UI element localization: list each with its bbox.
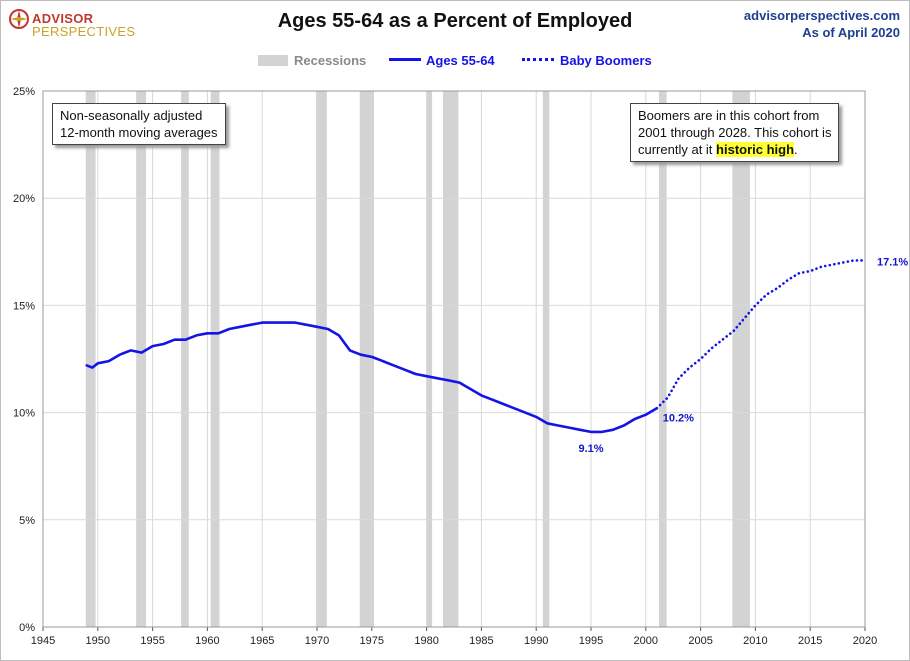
recession-band — [732, 91, 750, 627]
legend-label-boomers: Baby Boomers — [560, 53, 652, 68]
y-tick-label: 25% — [13, 86, 35, 98]
note-boomers-line2: 2001 through 2028. This cohort is — [638, 125, 832, 140]
y-tick-label: 15% — [13, 300, 35, 312]
note-methodology-line1: Non-seasonally adjusted — [60, 108, 203, 123]
data-label: 9.1% — [578, 443, 603, 455]
recession-band — [426, 91, 433, 627]
x-tick-label: 1945 — [31, 635, 55, 647]
x-tick-label: 1950 — [86, 635, 110, 647]
data-label: 17.1% — [877, 256, 908, 268]
recession-band — [658, 91, 667, 627]
legend-label-recessions: Recessions — [294, 53, 367, 68]
legend-item-recessions: Recessions — [258, 53, 366, 68]
legend-swatch-boomers — [522, 58, 554, 61]
logo-word-advisor: ADVISOR — [32, 11, 94, 26]
y-tick-label: 5% — [19, 515, 35, 527]
recession-band — [85, 91, 96, 627]
as-of-date: As of April 2020 — [802, 25, 900, 40]
recession-band — [443, 91, 459, 627]
series-line-baby-boomers — [655, 259, 867, 410]
logo: ADVISOR PERSPECTIVES — [8, 8, 135, 39]
x-tick-label: 1960 — [195, 635, 219, 647]
x-tick-label: 2000 — [634, 635, 658, 647]
logo-word-perspectives: PERSPECTIVES — [32, 24, 136, 39]
chart-title: Ages 55-64 as a Percent of Employed — [277, 10, 633, 32]
note-boomers-line3-post: . — [794, 142, 798, 157]
note-methodology-line2: 12-month moving averages — [60, 125, 218, 140]
compass-icon — [9, 9, 29, 29]
y-tick-label: 10% — [13, 408, 35, 420]
legend-item-boomers: Baby Boomers — [522, 53, 652, 68]
note-methodology: Non-seasonally adjusted 12-month moving … — [52, 103, 226, 145]
x-tick-label: 1995 — [579, 635, 603, 647]
x-tick-label: 1970 — [305, 635, 329, 647]
recession-band — [542, 91, 550, 627]
legend-swatch-recessions — [258, 55, 288, 66]
recession-band — [181, 91, 189, 627]
legend-item-ages: Ages 55-64 — [389, 53, 495, 68]
x-tick-label: 2005 — [688, 635, 712, 647]
recession-band — [359, 91, 374, 627]
note-boomers-line3: currently at it historic high. — [638, 141, 831, 158]
legend-swatch-ages — [389, 58, 421, 61]
x-tick-label: 1965 — [250, 635, 274, 647]
x-tick-label: 2020 — [853, 635, 877, 647]
note-boomers-line3-pre: currently at it — [638, 142, 717, 157]
note-boomers-line1: Boomers are in this cohort from — [638, 108, 820, 123]
note-boomers-highlight: historic high — [716, 142, 795, 157]
x-tick-label: 1990 — [524, 635, 548, 647]
x-tick-label: 2015 — [798, 635, 822, 647]
x-tick-label: 1975 — [360, 635, 384, 647]
x-tick-label: 2010 — [743, 635, 767, 647]
recession-band — [315, 91, 327, 627]
recession-band — [136, 91, 147, 627]
recession-band — [210, 91, 220, 627]
legend-label-ages: Ages 55-64 — [426, 53, 495, 68]
x-tick-label: 1955 — [140, 635, 164, 647]
site-info: advisorperspectives.com As of April 2020 — [744, 7, 900, 41]
x-tick-label: 1980 — [414, 635, 438, 647]
y-tick-label: 20% — [13, 193, 35, 205]
x-tick-label: 1985 — [469, 635, 493, 647]
plot-border — [42, 90, 866, 628]
y-tick-label: 0% — [19, 622, 35, 634]
site-name: advisorperspectives.com — [743, 8, 900, 23]
note-boomers: Boomers are in this cohort from 2001 thr… — [630, 103, 840, 162]
data-label: 10.2% — [663, 412, 694, 424]
series-line-ages-55-64 — [85, 321, 659, 434]
